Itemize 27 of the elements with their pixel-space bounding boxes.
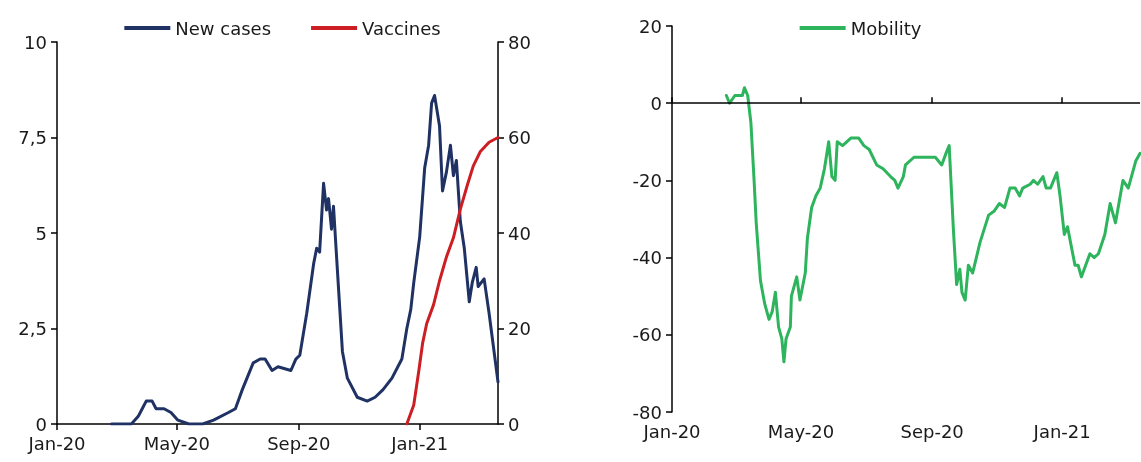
legend-label: Mobility (850, 17, 922, 39)
y-tick-label: 0 (35, 413, 47, 435)
y-tick-label: -60 (632, 324, 662, 346)
y2-tick-label: 60 (508, 127, 531, 148)
y2-tick-label: 80 (508, 31, 531, 53)
y2-tick-label: 20 (508, 318, 531, 339)
y2-tick-label: 0 (508, 413, 520, 435)
y-tick-label: 10 (24, 31, 47, 53)
y-tick-label: 0 (650, 92, 662, 114)
x-tick-label: Jan-20 (642, 420, 701, 442)
y-tick-label: -40 (632, 247, 662, 269)
legend-label: New cases (175, 17, 272, 39)
x-tick-label: Jan-21 (390, 432, 449, 454)
y-tick-label: 7,5 (18, 127, 47, 148)
y-tick-label: -80 (632, 401, 662, 423)
x-tick-label: May-20 (767, 420, 835, 442)
x-tick-label: Jan-21 (1032, 420, 1091, 442)
x-tick-label: Sep-20 (267, 432, 331, 454)
x-tick-label: May-20 (143, 432, 211, 454)
y-tick-label: 5 (35, 222, 47, 244)
y-tick-label: 20 (639, 15, 662, 37)
legend-label: Vaccines (362, 17, 441, 39)
x-tick-label: Jan-20 (27, 432, 86, 454)
y-tick-label: -20 (632, 169, 662, 191)
x-tick-label: Sep-20 (900, 420, 964, 442)
y2-tick-label: 40 (508, 222, 531, 244)
y-tick-label: 2,5 (18, 318, 47, 339)
